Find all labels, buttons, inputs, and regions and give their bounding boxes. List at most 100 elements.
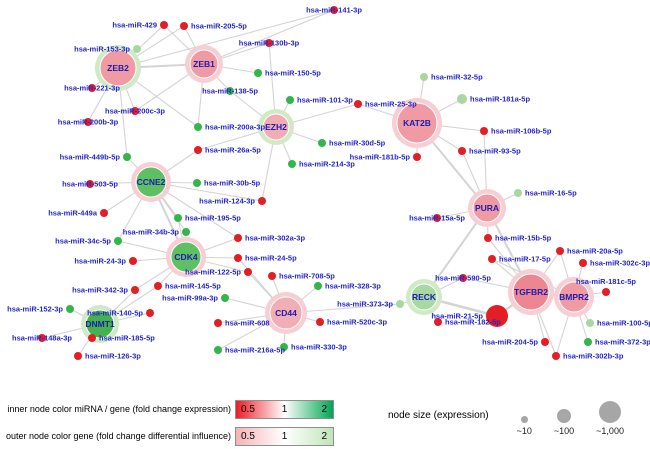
- mirna-label: hsa-miR-302b-3p: [563, 352, 624, 361]
- legend-row-inner-color: inner node color miRNA / gene (fold chan…: [2, 400, 347, 419]
- mirna-node: [488, 255, 496, 263]
- mirna-node: [180, 22, 188, 30]
- mirna-label: hsa-miR-181a-5p: [470, 95, 530, 104]
- mirna-node: [314, 282, 322, 290]
- mirna-label: hsa-miR-520c-3p: [327, 318, 387, 327]
- mirna-label: hsa-miR-20a-5p: [567, 247, 623, 256]
- mirna-label: hsa-miR-15a-5p: [409, 214, 465, 223]
- mirna-label: hsa-miR-205-5p: [191, 22, 247, 31]
- node-size-legend: node size (expression) ~10 ~100 ~1,000: [388, 401, 624, 436]
- mirna-label: hsa-miR-449b-5p: [60, 153, 121, 162]
- gene-nodes-layer: [81, 45, 594, 343]
- mirna-node: [84, 118, 92, 126]
- mirna-label: hsa-miR-122-5p: [185, 268, 241, 277]
- mirna-node: [244, 268, 252, 276]
- mirna-node: [413, 153, 421, 161]
- mirna-label: hsa-miR-503-5p: [62, 180, 118, 189]
- mirna-label: hsa-miR-24-5p: [245, 254, 297, 263]
- mirna-label: hsa-miR-30d-5p: [329, 139, 386, 148]
- mirna-node: [586, 319, 594, 327]
- mirna-node: [541, 338, 549, 346]
- gene-label: CCNE2: [137, 177, 166, 187]
- mirna-label: hsa-miR-32-5p: [431, 73, 483, 82]
- gene-label: RECK: [412, 292, 437, 302]
- mirna-label: hsa-miR-30b-5p: [204, 179, 261, 188]
- mirna-label: hsa-miR-141-3p: [306, 6, 362, 15]
- mirna-node: [226, 87, 234, 95]
- mirna-node: [459, 274, 467, 282]
- mirna-label: hsa-miR-106b-5p: [491, 127, 552, 136]
- gene-label: DNMT1: [85, 319, 115, 329]
- mirna-label: hsa-miR-145-5p: [165, 282, 221, 291]
- mirna-label: hsa-miR-204-5p: [482, 338, 538, 347]
- mirna-label: hsa-miR-181b-5p: [350, 153, 411, 162]
- mirna-node: [146, 309, 154, 317]
- mirna-label: hsa-miR-328-3p: [325, 282, 381, 291]
- mirna-node: [354, 100, 362, 108]
- mirna-label: hsa-miR-221-3p: [64, 84, 120, 93]
- mirna-node: [330, 6, 338, 14]
- mirna-node: [88, 84, 96, 92]
- mirna-node: [316, 318, 324, 326]
- mirna-label: hsa-miR-330-3p: [291, 343, 347, 352]
- mirna-node: [514, 189, 522, 197]
- mirna-node: [280, 343, 288, 351]
- mirna-label: hsa-miR-590-5p: [435, 274, 491, 283]
- mirna-node: [174, 214, 182, 222]
- mirna-label: hsa-miR-21-5p: [431, 312, 483, 321]
- mirna-node: [258, 197, 266, 205]
- gene-node: [135, 166, 167, 198]
- mirna-node: [194, 146, 202, 154]
- mirna-node: [552, 352, 560, 360]
- mirna-label: hsa-miR-100-5p: [597, 319, 650, 328]
- mirna-node: [254, 69, 262, 77]
- mirna-label: hsa-miR-152-3p: [7, 305, 63, 314]
- node-size-caption: ~1,000: [596, 426, 624, 436]
- mirna-node: [129, 257, 137, 265]
- mirna-label: hsa-miR-16-5p: [525, 189, 577, 198]
- gene-label: CDK4: [174, 252, 197, 262]
- mirna-label: hsa-miR-138-5p: [202, 87, 258, 96]
- mirna-node: [214, 346, 222, 354]
- gene-label: TGFBR2: [514, 287, 548, 297]
- node-size-item: ~100: [554, 409, 574, 436]
- node-size-circle: [599, 401, 622, 423]
- mirna-node: [214, 319, 222, 327]
- mirna-node: [556, 247, 564, 255]
- mirna-node: [458, 147, 466, 155]
- mirna-node: [584, 338, 592, 346]
- mirna-label: hsa-miR-608: [225, 319, 270, 328]
- legend-tick-mid: 1: [281, 404, 288, 415]
- legend-outer-color-label: outer node color gene (fold change diffe…: [6, 431, 231, 441]
- mirna-label: hsa-miR-26a-5p: [205, 146, 261, 155]
- mirna-node: [88, 334, 96, 342]
- mirna-label: hsa-miR-200a-3p: [205, 123, 265, 132]
- mirna-label: hsa-miR-182-5p: [445, 318, 501, 327]
- gene-node: [512, 273, 550, 311]
- mirna-node: [484, 234, 492, 242]
- node-size-circle: [557, 409, 572, 423]
- gene-node: [262, 113, 290, 141]
- gene-label: ZEB1: [193, 59, 215, 69]
- mirna-node: [123, 153, 131, 161]
- mirna-node: [182, 228, 190, 236]
- network-edge: [203, 9, 335, 65]
- mirna-node: [234, 254, 242, 262]
- node-size-item: ~1,000: [596, 401, 624, 436]
- mirna-label: hsa-miR-429: [112, 21, 157, 30]
- mirna-node: [480, 127, 488, 135]
- legend-tick-min: 0.5: [241, 431, 255, 442]
- mirna-node: [265, 39, 273, 47]
- mirna-node: [221, 294, 229, 302]
- mirna-label: hsa-miR-153-3p: [74, 45, 130, 54]
- mirna-label: hsa-miR-185-5p: [99, 334, 155, 343]
- network-edge: [117, 9, 335, 69]
- mirna-node: [66, 305, 74, 313]
- mirna-node: [434, 318, 442, 326]
- mirna-node: [268, 272, 276, 280]
- mirna-node: [74, 352, 82, 360]
- mirna-label: hsa-miR-216a-5p: [225, 346, 285, 355]
- mirna-node: [486, 305, 508, 327]
- mirna-node: [457, 94, 467, 104]
